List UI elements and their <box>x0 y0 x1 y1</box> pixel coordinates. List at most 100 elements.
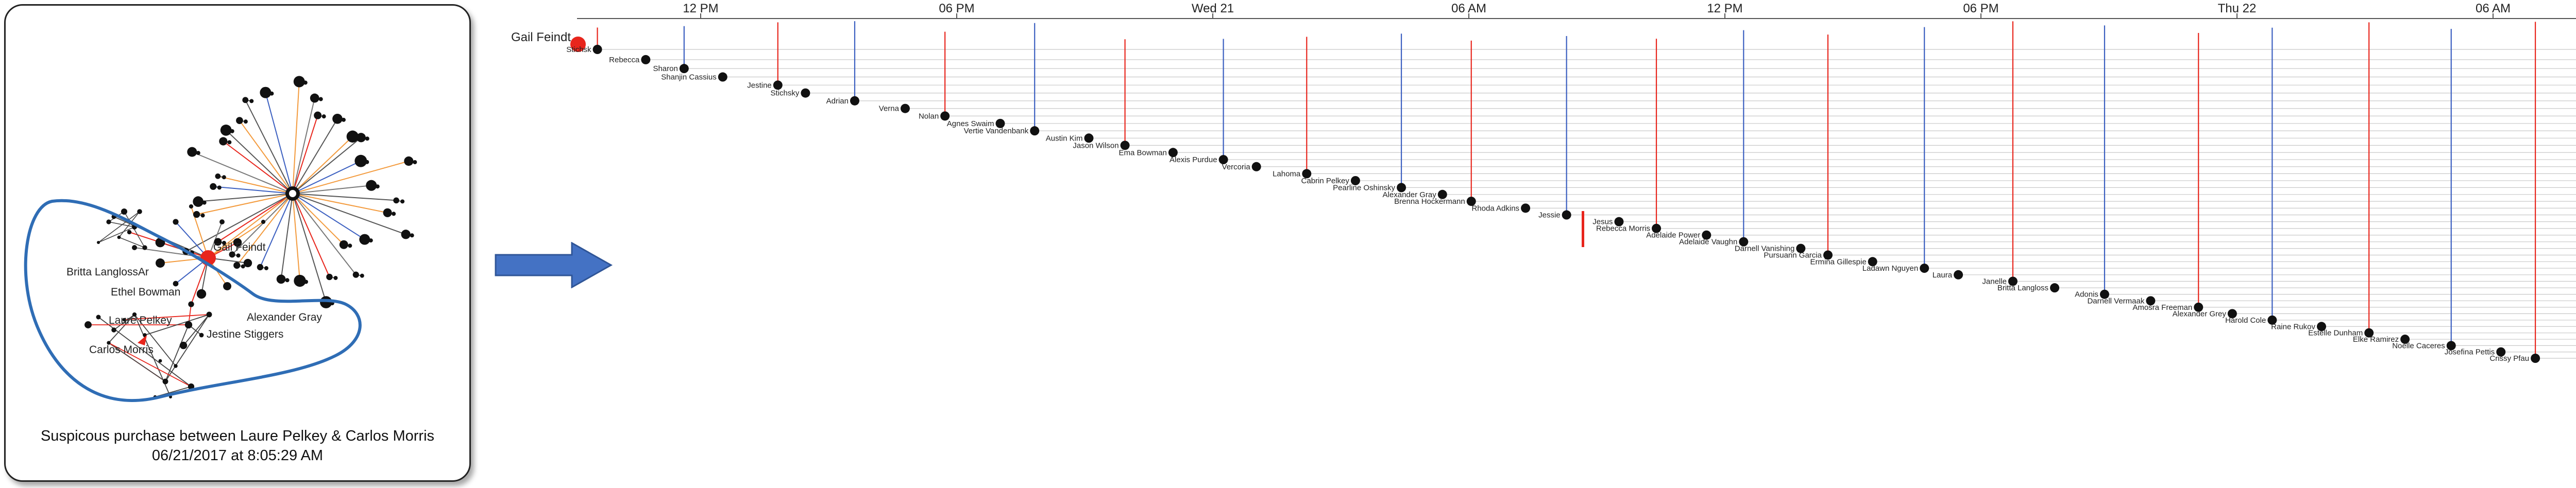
graph-node <box>341 117 346 122</box>
person-node <box>1868 257 1877 267</box>
axis-tick-label: Wed 21 <box>1192 2 1234 15</box>
graph-node <box>223 282 231 290</box>
person-label: Amosra Freeman <box>2132 303 2192 312</box>
person-label: Stichsky <box>771 89 800 98</box>
timeline-highlight-label: Gail Feindt <box>511 30 571 44</box>
graph-node <box>215 173 221 179</box>
graph-node <box>383 208 392 217</box>
graph-edge <box>98 226 135 243</box>
graph-node <box>174 364 178 368</box>
graph-edge <box>292 98 315 194</box>
person-label: Darnell Vanishing <box>1735 245 1794 253</box>
graph-edge <box>292 193 406 235</box>
graph-edge <box>213 186 293 194</box>
person-node <box>2227 309 2237 319</box>
graph-edge <box>245 99 293 194</box>
timeline-highlight-node <box>570 37 586 52</box>
axis-tick-label: 06 AM <box>2476 2 2511 15</box>
graph-edge <box>225 130 293 194</box>
timeline-nodes <box>592 45 2540 363</box>
person-label: Raine Rukov <box>2271 322 2315 331</box>
graph-edge <box>292 193 357 275</box>
graph-node <box>193 211 200 218</box>
person-label: Alexander Gray <box>1383 190 1437 199</box>
graph-node-label: Carlos Morris <box>89 344 154 356</box>
graph-node <box>410 233 414 238</box>
graph-edge <box>292 193 327 303</box>
person-node <box>1437 189 1447 199</box>
graph-edge <box>108 314 135 343</box>
graph-node <box>339 240 348 249</box>
graph-node <box>257 264 264 271</box>
graph-node <box>206 311 212 318</box>
graph-edge <box>217 176 293 194</box>
graph-node <box>356 133 366 143</box>
network-graph[interactable]: Gail Feindt Britta LanglossAr Ethel Bowman… <box>6 6 469 480</box>
graph-edge <box>118 237 145 248</box>
person-node <box>592 45 602 54</box>
person-node <box>2531 354 2540 363</box>
graph-node <box>106 219 111 224</box>
person-label: Vertie Vandenbank <box>964 127 1029 135</box>
person-node <box>2146 296 2156 306</box>
graph-edge <box>292 160 361 194</box>
graph-node <box>233 262 241 269</box>
axis-tick-label: 12 PM <box>1707 2 1742 15</box>
graph-node <box>196 151 200 155</box>
axis-tick-label: 06 PM <box>939 2 974 15</box>
person-label: Elke Ramirez <box>2353 335 2399 344</box>
person-node <box>1823 250 1833 260</box>
person-label: Austin Kim <box>1046 134 1083 143</box>
person-label: Jesus <box>1592 218 1613 226</box>
graph-node <box>366 180 377 191</box>
person-node <box>1397 183 1406 193</box>
graph-edge <box>292 185 371 194</box>
graph-node <box>84 321 92 328</box>
person-label: Adelaide Vaughn <box>1679 238 1737 247</box>
graph-node-label: Alexander Gray <box>247 311 322 323</box>
person-node <box>1168 148 1178 158</box>
person-label: Ermina Gillespie <box>1810 257 1866 266</box>
graph-node <box>354 154 367 167</box>
graph-node <box>222 175 226 180</box>
graph-edge <box>292 161 409 194</box>
person-label: Harold Cole <box>2225 316 2266 325</box>
right-arrow-icon <box>495 242 613 288</box>
graph-edge <box>260 193 293 268</box>
graph-edge <box>196 193 293 215</box>
caption-title: Suspicous purchase between Laure Pelkey … <box>40 428 435 444</box>
person-node <box>1920 264 1929 273</box>
person-node <box>679 64 689 74</box>
graph-nodes <box>84 76 417 399</box>
graph-edge <box>292 193 365 240</box>
timeline-chart[interactable]: 12 PM 06 PM Wed 21 06 AM 12 PM 06 PM Thu 22 06 … <box>474 0 2576 488</box>
graph-node <box>352 271 359 278</box>
person-node <box>773 80 783 90</box>
person-node <box>900 103 910 113</box>
graph-edge <box>292 193 345 245</box>
graph-node <box>200 213 205 218</box>
graph-edge <box>98 211 140 243</box>
graph-edge <box>198 193 293 202</box>
person-label: Jessie <box>1538 211 1561 220</box>
graph-node <box>276 274 286 284</box>
graph-edge <box>292 193 388 214</box>
graph-node <box>241 264 245 269</box>
graph-node <box>304 280 309 284</box>
graph-node <box>217 185 222 190</box>
person-node <box>1350 176 1360 185</box>
graph-node <box>188 301 194 307</box>
person-label: Alexander Grey <box>2173 309 2227 318</box>
person-label: Ema Bowman <box>1119 148 1167 157</box>
graph-node <box>199 333 204 338</box>
person-label: Rebecca Morris <box>1596 224 1650 233</box>
graph-node <box>360 273 364 278</box>
graph-edge <box>208 193 293 258</box>
person-node <box>2267 315 2277 325</box>
hub-node-center <box>289 190 296 197</box>
person-node <box>641 55 651 64</box>
person-node <box>2194 302 2204 312</box>
person-node <box>1466 197 1476 206</box>
person-label: Pearline Oshinsky <box>1333 183 1395 192</box>
person-label: Josefina Pettis <box>2445 348 2495 357</box>
